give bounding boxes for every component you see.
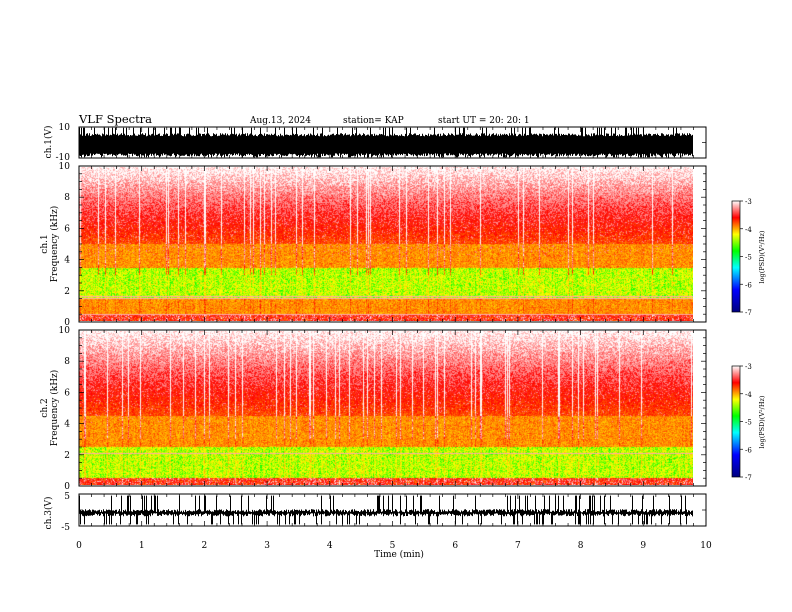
freq-tick-label: 6 (64, 388, 70, 398)
freq-tick-label: 2 (64, 287, 70, 297)
ch1-colorbar (731, 200, 741, 313)
time-tick-label: 2 (202, 541, 208, 551)
colorbar-tick-label: -3 (745, 363, 752, 371)
time-tick-label: 5 (390, 541, 396, 551)
ch2-spectrogram-panel: ch.2 Frequency (kHz) (40, 329, 707, 487)
ch1-spectrogram-panel: ch.1 Frequency (kHz) (40, 165, 707, 323)
ch3-ytick-bottom: -5 (61, 523, 70, 533)
ch3-ytick-top: 5 (64, 492, 70, 502)
colorbar-tick-label: -5 (745, 254, 752, 262)
colorbar-tick-label: -4 (745, 226, 752, 234)
ch2-spectrogram-image (79, 331, 693, 485)
time-tick-label: 10 (700, 541, 712, 551)
time-tick-label: 8 (578, 541, 584, 551)
colorbar-label: log(PSD)(V²/Hz) (758, 395, 766, 448)
time-tick-label: 9 (640, 541, 646, 551)
time-tick-label: 1 (139, 541, 145, 551)
ch1-waveform-panel: ch.1(V) 10 -10 (43, 123, 707, 163)
colorbar-tick-label: -5 (745, 419, 752, 427)
freq-tick-label: 8 (64, 357, 70, 367)
waveform-path (79, 495, 693, 525)
colorbar-tick-label: -7 (745, 309, 752, 317)
time-tick-label: 0 (76, 541, 82, 551)
figure-header: VLF Spectra Aug.13, 2024 station= KAP st… (78, 112, 530, 126)
ch1-ytick-top: 10 (59, 123, 71, 133)
axis-ticks (78, 127, 707, 526)
ch2-colorbar (731, 365, 741, 478)
time-tick-label: 6 (452, 541, 458, 551)
ch1-spec-ylabel-freq: Frequency (kHz) (49, 206, 60, 283)
ch2-spec-ylabel-channel: ch.2 (40, 398, 50, 417)
colorbar-label: log(PSD)(V²/Hz) (758, 230, 766, 283)
time-tick-label: 7 (515, 541, 521, 551)
ch1-spec-ylabel-channel: ch.1 (40, 234, 50, 253)
freq-tick-label: 10 (59, 326, 71, 336)
ch2-colorbar-gradient (732, 366, 740, 477)
station-label: station= KAP (343, 116, 404, 126)
ch2-spec-ylabel-freq: Frequency (kHz) (49, 370, 60, 447)
ch1-colorbar-gradient (732, 201, 740, 312)
freq-tick-label: 0 (64, 482, 70, 492)
ch1-ylabel: ch.1(V) (43, 126, 54, 159)
colorbar-tick-label: -7 (745, 474, 752, 482)
freq-tick-label: 10 (59, 162, 71, 172)
colorbar-tick-label: -6 (745, 446, 752, 454)
colorbar-tick-label: -3 (745, 198, 752, 206)
ch1-ytick-bottom: -10 (56, 153, 71, 163)
time-axis: Time (min) (374, 549, 424, 560)
freq-tick-label: 2 (64, 451, 70, 461)
freq-tick-label: 0 (64, 318, 70, 328)
freq-tick-label: 8 (64, 193, 70, 203)
x-axis-label: Time (min) (374, 549, 424, 560)
freq-tick-label: 4 (64, 256, 70, 266)
colorbar-tick-label: -6 (745, 281, 752, 289)
ch3-waveform-panel: ch.3(V) 5 -5 (43, 492, 707, 533)
date-label: Aug.13, 2024 (249, 116, 311, 126)
ch1-spectrogram-image (79, 167, 693, 321)
freq-tick-label: 4 (64, 420, 70, 430)
colorbar-tick-label: -4 (745, 391, 752, 399)
time-tick-label: 4 (327, 541, 333, 551)
figure-title: VLF Spectra (78, 112, 152, 126)
start-time-label: start UT = 20: 20: 1 (438, 116, 530, 126)
time-tick-label: 3 (264, 541, 270, 551)
freq-tick-label: 6 (64, 224, 70, 234)
waveform-path (79, 127, 693, 158)
ch3-ylabel: ch.3(V) (43, 497, 54, 530)
